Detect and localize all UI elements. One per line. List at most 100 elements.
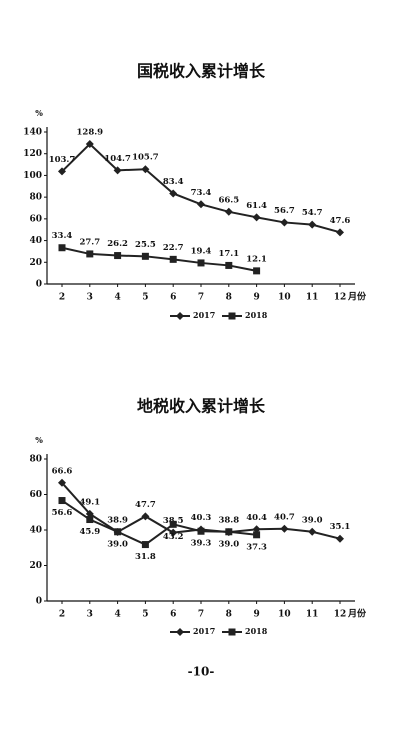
marker — [252, 525, 261, 534]
x-tick-label: 3 — [87, 293, 93, 303]
marker — [141, 541, 149, 549]
x-tick-label: 5 — [142, 293, 148, 303]
x-tick-label: 7 — [198, 610, 204, 620]
marker — [225, 261, 233, 269]
marker — [86, 516, 94, 524]
value-label: 49.1 — [79, 497, 100, 507]
marker — [197, 259, 205, 267]
marker — [114, 252, 122, 260]
x-tick-label: 12 — [334, 293, 347, 303]
x-tick-label: 8 — [226, 610, 232, 620]
y-unit: % — [35, 108, 43, 118]
marker — [224, 207, 233, 216]
marker — [58, 244, 66, 252]
marker — [308, 527, 317, 536]
value-label: 40.4 — [246, 513, 267, 523]
y-tick-label: 20 — [29, 561, 42, 571]
marker — [280, 524, 289, 533]
marker — [169, 528, 178, 537]
value-label: 39.3 — [191, 539, 212, 549]
value-label: 73.4 — [191, 188, 212, 198]
value-label: 33.4 — [52, 231, 73, 241]
chart-title: 国税收入累计增长 — [137, 62, 266, 81]
marker — [336, 534, 344, 543]
series-line — [61, 246, 257, 272]
chart-title: 地税收入累计增长 — [137, 397, 266, 416]
value-label: 47.6 — [330, 216, 351, 226]
value-label: 47.7 — [135, 500, 156, 510]
marker — [58, 167, 66, 176]
marker — [141, 165, 150, 174]
x-tick-label: 11 — [306, 610, 319, 620]
marker — [85, 509, 94, 518]
x-tick-label: 8 — [226, 293, 232, 303]
value-label: 54.7 — [302, 208, 323, 218]
y-tick-label: 40 — [29, 236, 42, 246]
value-label: 38.9 — [107, 515, 128, 525]
marker — [225, 528, 233, 536]
marker — [86, 250, 94, 258]
x-tick-label: 5 — [142, 610, 148, 620]
x-tick-label: 12 — [334, 610, 347, 620]
value-label: 38.8 — [218, 516, 239, 526]
y-tick-label: 140 — [23, 128, 42, 138]
value-label: 45.9 — [79, 527, 100, 537]
value-label: 103.7 — [49, 155, 76, 165]
y-tick-label: 80 — [29, 455, 42, 465]
legend-label: 2018 — [245, 310, 268, 320]
marker — [336, 228, 344, 237]
x-tick-label: 9 — [253, 610, 259, 620]
y-tick-label: 60 — [29, 490, 42, 500]
value-label: 31.8 — [135, 552, 156, 562]
y-tick-label: 40 — [29, 526, 42, 536]
value-label: 39.0 — [218, 539, 239, 549]
value-label: 17.1 — [218, 249, 239, 259]
value-label: 22.7 — [163, 243, 184, 253]
value-label: 104.7 — [104, 154, 131, 164]
x-tick-label: 4 — [114, 293, 120, 303]
value-label: 105.7 — [132, 153, 159, 163]
y-tick-label: 20 — [29, 258, 42, 268]
marker — [228, 312, 236, 320]
y-unit: % — [35, 435, 43, 445]
x-tick-label: 4 — [114, 610, 120, 620]
value-label: 83.4 — [163, 177, 184, 187]
marker — [58, 478, 66, 487]
marker — [113, 166, 122, 175]
legend-label: 2017 — [193, 626, 215, 636]
x-tick-label: 9 — [253, 293, 259, 303]
y-tick-label: 100 — [23, 171, 42, 181]
marker — [280, 218, 289, 227]
x-tick-label: 7 — [198, 293, 204, 303]
x-tick-label: 2 — [59, 610, 65, 620]
marker — [176, 628, 184, 636]
legend-label: 2017 — [193, 310, 215, 320]
marker — [228, 628, 236, 636]
value-label: 12.1 — [246, 254, 267, 264]
marker — [253, 531, 261, 539]
value-label: 40.7 — [274, 512, 295, 522]
value-label: 66.6 — [52, 466, 73, 476]
marker — [141, 252, 149, 260]
y-tick-label: 80 — [29, 193, 42, 203]
x-tick-label: 6 — [170, 610, 176, 620]
x-axis-label: 月份 — [347, 291, 367, 303]
value-label: 56.6 — [52, 508, 73, 518]
value-label: 26.2 — [107, 239, 128, 249]
marker — [85, 140, 94, 149]
value-label: 37.3 — [246, 542, 267, 552]
marker — [141, 512, 150, 521]
value-label: 35.1 — [330, 522, 351, 532]
x-tick-label: 11 — [306, 293, 319, 303]
value-label: 27.7 — [79, 237, 100, 247]
value-label: 39.0 — [107, 539, 128, 549]
value-label: 39.0 — [302, 515, 323, 525]
x-tick-label: 2 — [59, 293, 65, 303]
marker — [176, 312, 184, 320]
y-tick-label: 60 — [29, 214, 42, 224]
value-label: 25.5 — [135, 240, 156, 250]
marker — [169, 255, 177, 263]
x-tick-label: 10 — [278, 293, 291, 303]
page-number: -10- — [188, 665, 215, 679]
